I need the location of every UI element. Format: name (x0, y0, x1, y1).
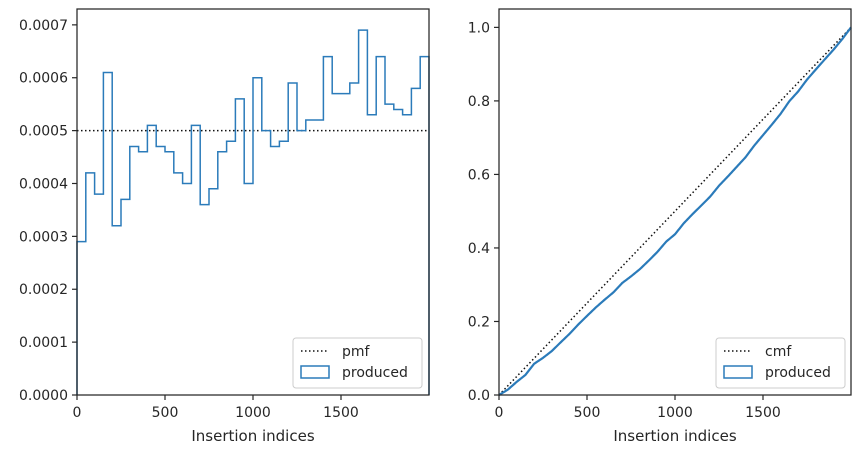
left-x-tick-label: 1500 (323, 405, 359, 421)
left-x-tick-label: 500 (152, 405, 179, 421)
left-legend-produced-swatch (300, 365, 330, 379)
right-x-tick-label: 1500 (745, 405, 781, 421)
left-x-axis-label: Insertion indices (191, 427, 314, 445)
left-y-tick-label: 0.0003 (19, 229, 68, 245)
produced-histogram-step (76, 29, 430, 395)
left-x-tick-label: 1000 (235, 405, 271, 421)
left-y-tick-label: 0.0000 (19, 388, 68, 404)
right-y-tick-label: 0.6 (468, 167, 490, 183)
right-x-tick-label: 500 (574, 405, 601, 421)
right-tick-marks: 0 500 1000 1500 0.0 0.2 0.4 0.6 0.8 1.0 (468, 20, 781, 421)
left-y-tick-label: 0.0006 (19, 71, 68, 87)
right-y-tick-label: 0.4 (468, 241, 490, 257)
right-legend-produced-label: produced (765, 365, 831, 381)
left-y-tick-label: 0.0005 (19, 124, 68, 140)
right-y-tick-label: 1.0 (468, 20, 490, 36)
left-y-tick-label: 0.0001 (19, 335, 68, 351)
right-legend-produced-swatch (723, 365, 753, 379)
right-panel-cmf: 0 500 1000 1500 0.0 0.2 0.4 0.6 0.8 1.0 Insertion… (468, 8, 852, 445)
left-tick-marks: 0 500 1000 1500 0.0000 0.0001 0.0002 0.0003 0.00… (19, 18, 359, 421)
right-x-tick-label: 1000 (657, 405, 693, 421)
right-y-tick-label: 0.0 (468, 388, 490, 404)
right-plot-area (498, 26, 852, 396)
right-y-tick-label: 0.8 (468, 94, 490, 110)
right-legend: cmf produced (715, 337, 846, 389)
cmf-reference-line (498, 26, 852, 396)
left-legend: pmf produced (292, 337, 423, 389)
left-legend-pmf-label: pmf (342, 344, 371, 360)
right-y-tick-label: 0.2 (468, 314, 490, 330)
right-x-axis-label: Insertion indices (613, 427, 736, 445)
right-axes-frame (498, 8, 852, 396)
left-panel-pmf-histogram: 0 500 1000 1500 0.0000 0.0001 0.0002 0.0003 0.00… (19, 8, 430, 445)
left-y-tick-label: 0.0002 (19, 282, 68, 298)
produced-cmf-line (498, 26, 852, 396)
right-legend-cmf-label: cmf (765, 344, 792, 360)
left-legend-produced-label: produced (342, 365, 408, 381)
left-y-tick-label: 0.0004 (19, 176, 68, 192)
left-plot-area (76, 29, 430, 395)
left-y-tick-label: 0.0007 (19, 18, 68, 34)
right-x-tick-label: 0 (495, 405, 504, 421)
left-x-tick-label: 0 (73, 405, 82, 421)
